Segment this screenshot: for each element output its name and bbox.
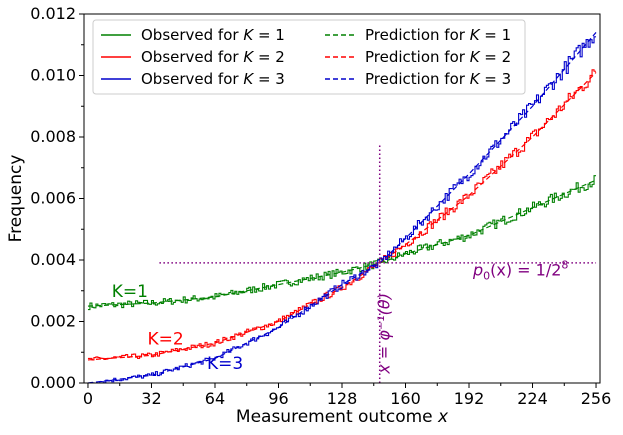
legend-entry-prefix: Prediction for (365, 70, 470, 88)
legend-entry-var: K (470, 26, 481, 44)
y-tick-label: 0.000 (30, 373, 76, 392)
prediction-line-k2 (87, 72, 597, 361)
observed-line-k1 (87, 175, 597, 311)
y-tick-label: 0.012 (30, 4, 76, 23)
x-tick-label: 192 (454, 389, 485, 408)
x-axis-label: Measurement outcome x (236, 407, 449, 427)
legend-entry-prefix: Prediction for (365, 48, 470, 66)
legend-entry: Prediction for K = 3 (365, 70, 511, 88)
x-tick-label: 256 (581, 389, 612, 408)
hline-label-sup: 8 (561, 258, 568, 271)
legend-entry-suffix: = 2 (253, 48, 285, 66)
observed-line-k2 (87, 69, 597, 361)
legend-box (92, 19, 526, 95)
legend-entry-var: K (470, 70, 481, 88)
vline-label: x = φ⁻¹(θ) (375, 293, 394, 375)
legend-entry-prefix: Observed for (141, 70, 243, 88)
x-tick-label: 32 (141, 389, 161, 408)
x-axis-label-text: Measurement outcome (236, 407, 438, 427)
hline-label-sub: 0 (483, 269, 490, 282)
legend-entry-suffix: = 2 (480, 48, 512, 66)
legend-entry: Observed for K = 1 (141, 26, 285, 44)
legend-entry: Observed for K = 2 (141, 48, 285, 66)
hline-label: p0(x) = 1/28 (472, 258, 568, 282)
x-axis-label-var: x (437, 407, 449, 427)
legend-entry: Observed for K = 3 (141, 70, 285, 88)
legend-entry-prefix: Prediction for (365, 26, 470, 44)
y-tick-label: 0.008 (30, 127, 76, 146)
annotation-layer: p0(x) = 1/28 x = φ⁻¹(θ) (159, 143, 597, 383)
y-tick-label: 0.010 (30, 66, 76, 85)
y-tick-label: 0.006 (30, 189, 76, 208)
legend-entry-suffix: = 1 (253, 26, 285, 44)
x-tick-label: 64 (205, 389, 225, 408)
observed-line-k3 (87, 36, 597, 384)
curve-label: K=2 (148, 330, 184, 350)
curve-label: K=1 (112, 282, 148, 302)
legend-entry-prefix: Observed for (141, 48, 243, 66)
legend-entry-var: K (243, 26, 254, 44)
legend-entry-var: K (243, 48, 254, 66)
x-tick-label: 0 (83, 389, 93, 408)
y-tick-label: 0.004 (30, 250, 76, 269)
curve-label: K=3 (207, 354, 243, 374)
legend-entry-var: K (243, 70, 254, 88)
x-tick-label: 224 (517, 389, 548, 408)
hline-label-p: p (472, 260, 483, 279)
legend-entry-suffix: = 3 (480, 70, 512, 88)
x-tick-label: 160 (390, 389, 421, 408)
x-tick-label: 128 (327, 389, 358, 408)
legend-entry-var: K (470, 48, 481, 66)
x-tick-label: 96 (268, 389, 288, 408)
legend-entry-suffix: = 1 (480, 26, 512, 44)
y-tick-label: 0.002 (30, 312, 76, 331)
axis-layer: 0 32 64 96 128 160 192 224 256 0.000 0.002 0.004 0.0… (30, 4, 611, 408)
legend-entry: Prediction for K = 2 (365, 48, 511, 66)
hline-label-mid: (x) = 1/2 (490, 260, 561, 279)
y-axis-label: Frequency (6, 155, 26, 243)
legend-entry: Prediction for K = 1 (365, 26, 511, 44)
legend-entry-prefix: Observed for (141, 26, 243, 44)
series-layer: K=1 K=2 K=3 (87, 32, 597, 384)
legend-entry-suffix: = 3 (253, 70, 285, 88)
